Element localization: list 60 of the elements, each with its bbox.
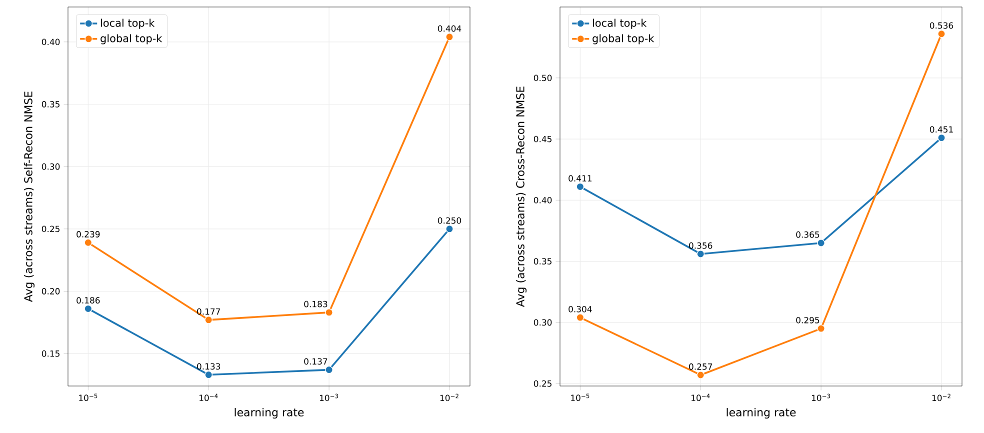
point [446, 224, 454, 233]
x-tick-label: 10$^{−3}$ [320, 394, 338, 402]
data-label: 0.186 [76, 297, 100, 304]
point [84, 304, 92, 313]
y-tick-label: 0.45 [534, 136, 552, 142]
point [817, 239, 825, 247]
point [446, 32, 454, 41]
y-tick-label: 0.35 [42, 101, 60, 108]
point [576, 182, 584, 191]
legend-label: local top-k [593, 18, 647, 29]
x-tick-label: 10$^{−5}$ [79, 394, 98, 402]
x-tick-label: 10$^{−2}$ [440, 394, 458, 402]
point [938, 30, 946, 38]
data-label: 0.304 [568, 306, 592, 312]
data-label: 0.404 [438, 25, 462, 32]
data-label: 0.133 [197, 363, 220, 370]
data-label: 0.356 [689, 242, 712, 249]
y-tick-label: 0.35 [534, 258, 552, 265]
y-tick-label: 0.20 [42, 288, 60, 294]
point [325, 308, 333, 316]
data-label: 0.295 [796, 316, 820, 324]
y-tick-label: 0.15 [42, 350, 60, 357]
data-label: 0.177 [197, 308, 220, 315]
data-label: 0.451 [930, 126, 953, 133]
y-tick-label: 0.40 [534, 196, 552, 204]
x-axis-title: learning rate [726, 408, 796, 419]
point [204, 370, 213, 379]
legend-label: global top-k [592, 34, 654, 44]
data-label: 0.536 [930, 22, 954, 29]
data-label: 0.257 [689, 363, 712, 370]
data-label: 0.239 [76, 231, 100, 238]
data-label: 0.411 [568, 175, 592, 182]
y-tick-label: 0.25 [42, 226, 60, 232]
point [576, 314, 584, 322]
x-tick-label: 10$^{−4}$ [200, 394, 218, 402]
y-tick-label: 0.40 [42, 38, 60, 46]
y-tick-label: 0.30 [534, 319, 552, 326]
point [696, 371, 705, 379]
x-axis-title: learning rate [234, 408, 304, 419]
point [938, 134, 946, 142]
data-label: 0.183 [304, 300, 328, 308]
point [696, 250, 705, 258]
x-tick-label: 10$^{−5}$ [571, 394, 590, 402]
point [84, 238, 92, 247]
y-axis-title: Avg (across streams) Self-Recon NMSE [24, 92, 35, 302]
x-tick-label: 10$^{−3}$ [812, 394, 830, 402]
point [325, 366, 333, 374]
point [204, 316, 213, 324]
y-tick-label: 0.25 [534, 380, 552, 387]
legend-label: local top-k [101, 18, 155, 29]
legend-label: global top-k [100, 34, 162, 44]
y-tick-label: 0.30 [42, 163, 60, 170]
data-label: 0.365 [796, 231, 820, 238]
data-label: 0.137 [304, 358, 328, 365]
x-tick-label: 10$^{−2}$ [932, 394, 950, 402]
y-axis-title: Avg (across streams) Cross-Recon NMSE [516, 86, 527, 307]
y-tick-label: 0.50 [534, 74, 552, 82]
x-tick-label: 10$^{−4}$ [692, 394, 710, 402]
data-label: 0.250 [438, 217, 462, 224]
point [817, 324, 825, 332]
